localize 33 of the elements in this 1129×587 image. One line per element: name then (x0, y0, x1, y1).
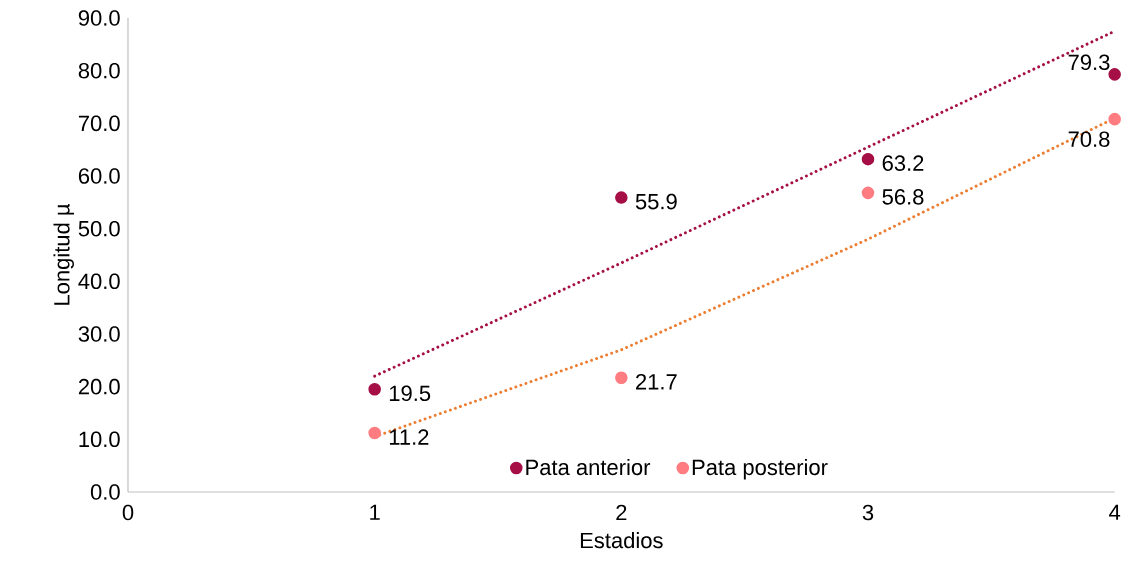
data-label: 21.7 (636, 374, 677, 390)
y-axis-title: Longitud µ (53, 203, 74, 305)
y-tick-label: 80.0 (78, 62, 120, 79)
point (861, 186, 875, 200)
point (615, 371, 628, 384)
x-tick-label: 2 (616, 504, 627, 521)
y-tick-label: 90.0 (78, 10, 120, 26)
x-tick-label: 3 (862, 504, 874, 521)
y-tick-label: 60.0 (78, 168, 120, 184)
data-label: 79.3 (1068, 54, 1110, 71)
legend-label: Pata posterior (692, 458, 828, 480)
data-label: 55.9 (635, 193, 677, 210)
point (368, 426, 381, 440)
point (368, 383, 381, 396)
y-tick-label: 30.0 (78, 326, 120, 342)
data-label: 70.8 (1068, 131, 1110, 147)
data-label: 56.8 (882, 189, 924, 205)
x-axis-title: Estadios (580, 532, 663, 549)
data-label: 19.5 (389, 385, 431, 402)
y-tick-label: 0.0 (90, 484, 120, 500)
y-tick-label: 70.0 (78, 115, 120, 132)
y-tick-label: 20.0 (78, 378, 120, 395)
y-tick-label: 10.0 (79, 431, 120, 448)
point (861, 152, 875, 166)
x-tick-label: 1 (370, 504, 380, 520)
data-label: 63.2 (882, 155, 924, 171)
x-tick-label: 0 (122, 504, 134, 521)
y-tick-label: 40.0 (78, 273, 120, 290)
data-label: 11.2 (389, 429, 429, 445)
x-tick-label: 4 (1109, 504, 1121, 520)
point (615, 191, 628, 204)
y-tick-label: 50.0 (78, 220, 120, 237)
legend-label: Pata anterior (526, 458, 651, 476)
